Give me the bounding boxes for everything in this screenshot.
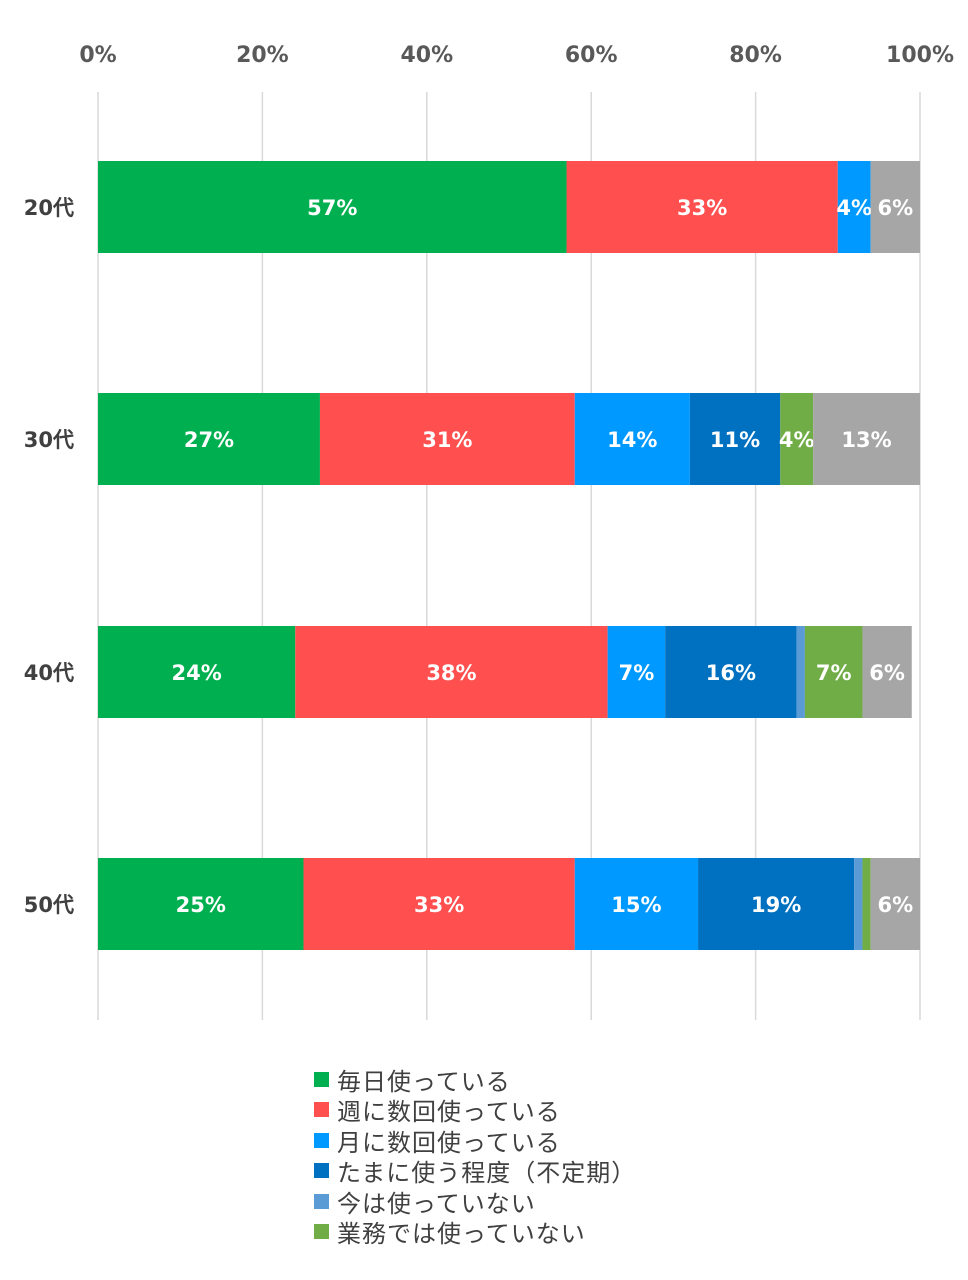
- legend-item: 業務では使っていない: [314, 1217, 636, 1248]
- bar-segment: [813, 393, 920, 485]
- data-label: 24%: [172, 661, 222, 685]
- legend-item: 週に数回使っている: [314, 1095, 636, 1126]
- legend-label: 月に数回使っている: [337, 1128, 561, 1157]
- data-label: 14%: [607, 428, 657, 452]
- legend-swatch: [314, 1163, 329, 1179]
- bar-segment: [98, 393, 320, 485]
- data-label: 4%: [779, 428, 815, 452]
- data-label: 7%: [816, 661, 852, 685]
- x-tick-label: 60%: [565, 43, 618, 68]
- bar-segment: [319, 393, 575, 485]
- legend-label: 今は使っていない: [337, 1189, 536, 1218]
- bar-segment: [295, 626, 608, 718]
- bar-segment: [566, 161, 838, 253]
- data-label: 15%: [611, 893, 661, 917]
- data-label: 6%: [878, 893, 914, 917]
- category-label: 30代: [24, 428, 74, 452]
- data-label: 57%: [307, 196, 357, 220]
- legend-swatch: [314, 1071, 329, 1087]
- data-label: 19%: [751, 893, 801, 917]
- legend-item: 今は使っていない: [314, 1186, 636, 1218]
- data-label: 25%: [176, 893, 226, 917]
- data-label: 13%: [841, 428, 891, 452]
- bar-segment: [698, 858, 855, 950]
- bar-segment: [303, 858, 575, 950]
- bar-segment: [574, 393, 690, 485]
- data-label: 16%: [706, 661, 756, 685]
- category-label: 50代: [24, 893, 74, 917]
- bar-segment: [689, 393, 781, 485]
- legend-item: 毎日使っている: [314, 1064, 636, 1096]
- data-label: 6%: [869, 661, 905, 685]
- data-label: 4%: [836, 196, 872, 220]
- legend-swatch: [314, 1102, 329, 1118]
- bar-segment: [780, 393, 814, 485]
- x-tick-label: 80%: [729, 43, 782, 68]
- legend-label: たまに使う程度（不定期）: [337, 1159, 637, 1188]
- data-label: 7%: [619, 661, 655, 685]
- data-label: 6%: [878, 196, 914, 220]
- bar-segment: [870, 161, 920, 253]
- bar-segment: [837, 161, 871, 253]
- legend-item: 月に数回使っている: [314, 1125, 636, 1157]
- data-label: 31%: [422, 428, 472, 452]
- stacked-bar-chart: 0% 20% 40% 60% 80% 100% 20代 30代 40代 50代 57% 33% 4% 6%…: [24, 43, 954, 1020]
- x-tick-label: 100%: [886, 43, 954, 68]
- data-label: 27%: [184, 428, 234, 452]
- bar-segment: [665, 626, 797, 718]
- bar-segment: [796, 626, 805, 718]
- bar-segment: [854, 858, 863, 950]
- bar-segment: [862, 626, 912, 718]
- legend: 毎日使っている 週に数回使っている 月に数回使っている たまに使う程度（不定期） 今は使…: [314, 1064, 636, 1248]
- legend-swatch: [314, 1132, 329, 1148]
- x-tick-label: 20%: [236, 43, 289, 68]
- legend-label: 毎日使っている: [337, 1067, 511, 1096]
- bar-segment: [870, 858, 920, 950]
- bar-segment: [804, 626, 863, 718]
- legend-swatch: [314, 1224, 329, 1240]
- bar-segment: [574, 858, 699, 950]
- legend-swatch: [314, 1193, 329, 1209]
- legend-item: たまに使う程度（不定期）: [314, 1156, 636, 1187]
- category-label: 20代: [24, 196, 74, 220]
- bar-segment: [862, 858, 871, 950]
- bar-segment: [98, 626, 296, 718]
- data-label: 33%: [414, 893, 464, 917]
- data-label: 11%: [710, 428, 760, 452]
- bar-segment: [607, 626, 666, 718]
- x-tick-label: 0%: [79, 43, 116, 68]
- data-label: 38%: [426, 661, 476, 685]
- bar-segment: [98, 161, 567, 253]
- bar-segment: [98, 858, 304, 950]
- x-tick-label: 40%: [400, 43, 453, 68]
- data-label: 33%: [677, 196, 727, 220]
- legend-label: 週に数回使っている: [337, 1098, 561, 1127]
- category-label: 40代: [24, 661, 74, 685]
- legend-label: 業務では使っていない: [337, 1220, 586, 1249]
